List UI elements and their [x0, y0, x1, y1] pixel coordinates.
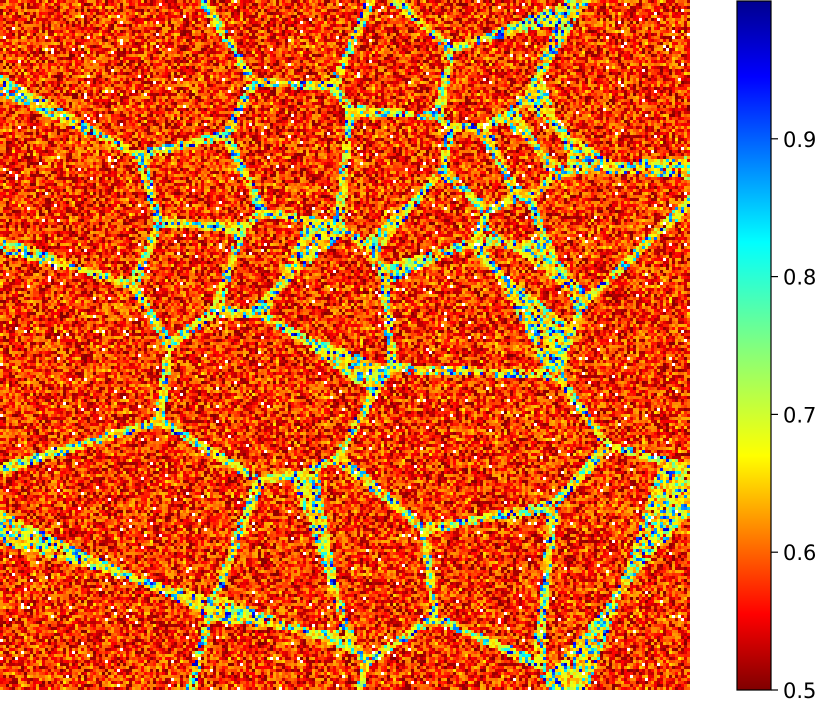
colorbar: 0.5 0.6 0.7 0.8 0.9 — [736, 0, 816, 703]
heatmap-image — [0, 0, 690, 690]
colorbar-tick-label: 0.9 — [783, 128, 816, 152]
colorbar-tick-label: 0.8 — [783, 266, 816, 290]
colorbar-tick-label: 0.6 — [783, 541, 816, 565]
colorbar-tick-label: 0.7 — [783, 403, 816, 427]
colorbar-ticks: 0.5 0.6 0.7 0.8 0.9 — [771, 128, 816, 703]
colorbar-border — [736, 0, 772, 691]
colorbar-tick-label: 0.5 — [783, 679, 816, 703]
colorbar-gradient — [737, 1, 771, 690]
